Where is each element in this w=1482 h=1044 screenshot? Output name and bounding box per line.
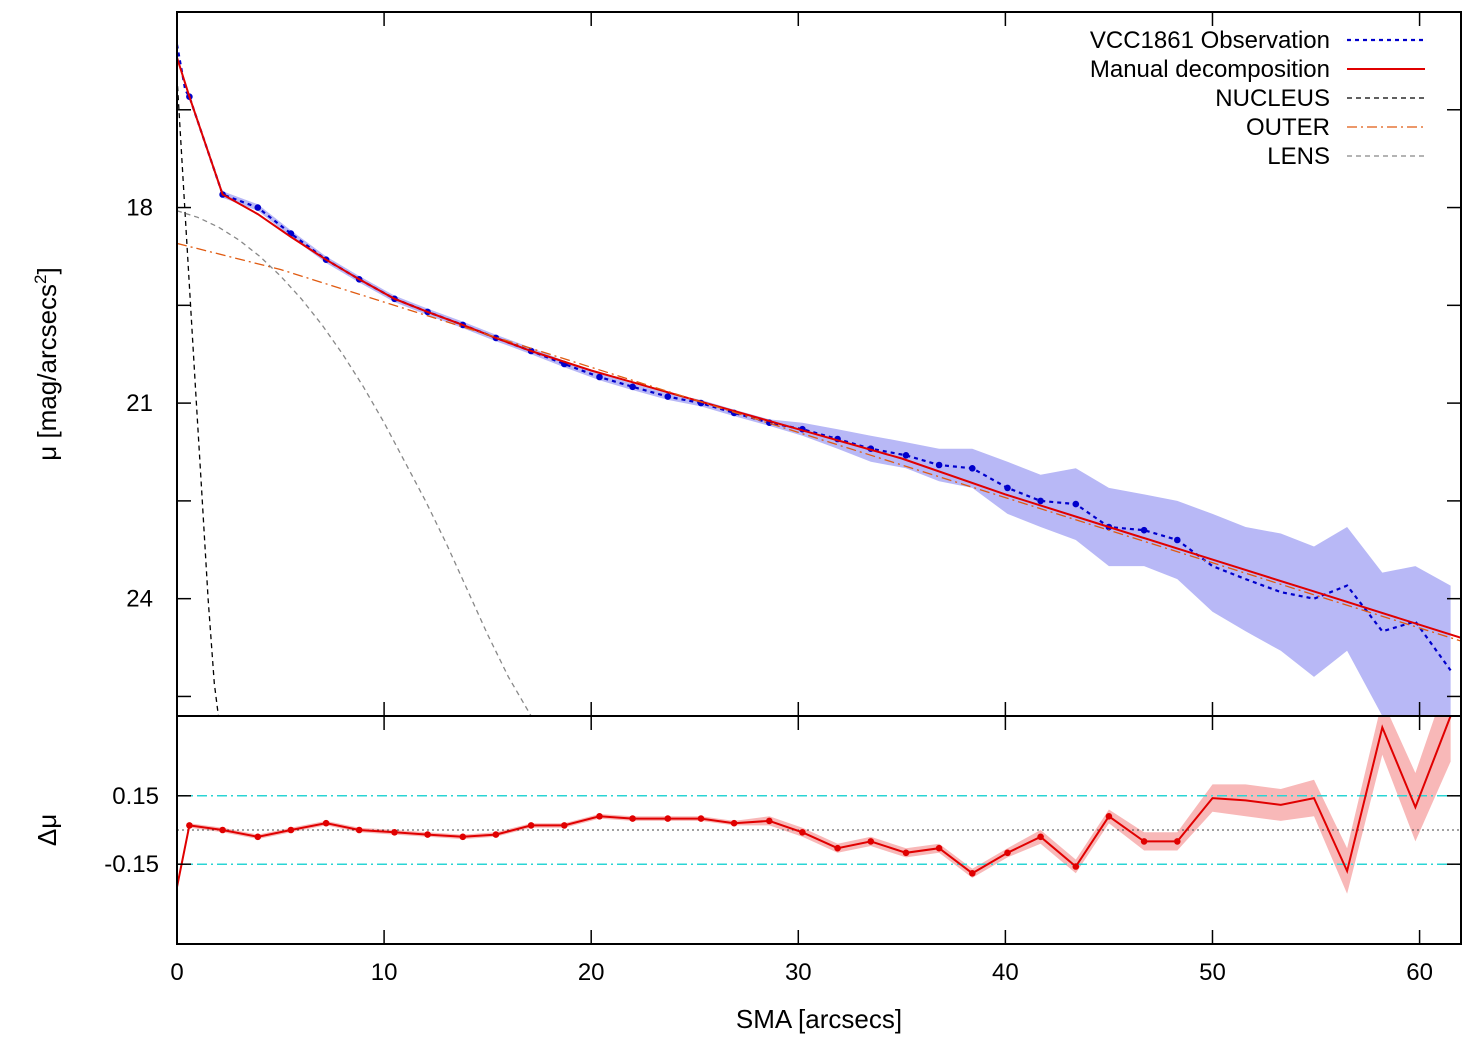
residual-point: [834, 844, 841, 852]
outer-line: [177, 242, 1461, 642]
vcc1861-observation-point: [664, 393, 672, 400]
y-axis-label-profile-main: μ [mag/arcsecs: [32, 284, 62, 461]
residual-point: [1004, 849, 1011, 857]
residual-point: [766, 817, 773, 825]
residual-point: [527, 822, 535, 829]
residual-point: [799, 829, 806, 836]
vcc1861-observation-point: [254, 204, 262, 211]
residual-point: [561, 822, 568, 829]
x-tick-label: 10: [371, 959, 398, 986]
x-tick-label: 60: [1406, 959, 1433, 986]
y-axis-label-residual: Δμ: [32, 814, 62, 846]
residual-point: [287, 826, 295, 834]
y-axis-label-profile-superscript: 2: [31, 274, 50, 283]
residual-point: [1140, 838, 1148, 845]
residual-point: [424, 831, 431, 838]
residual-point: [935, 844, 943, 852]
residual-point: [1105, 813, 1113, 820]
residual-point: [730, 819, 738, 827]
residual-point: [355, 826, 363, 834]
y-tick-label-profile: 21: [126, 390, 153, 417]
residual-point: [391, 829, 398, 836]
residual-point: [254, 833, 262, 841]
profile-series-layer: [177, 44, 1461, 716]
x-tick-label: 30: [785, 959, 812, 986]
x-tick-label: 0: [170, 959, 183, 986]
residual-point: [492, 831, 500, 838]
x-tick-label: 50: [1199, 959, 1226, 986]
vcc1861-observation-point: [1004, 484, 1011, 492]
y-axis-label-profile: μ [mag/arcsecs2]: [31, 267, 62, 461]
residual-series-layer: [177, 716, 1461, 888]
residual-point: [697, 815, 705, 822]
residual-point: [322, 819, 330, 827]
lens-line: [177, 210, 532, 716]
residual-point: [664, 815, 672, 822]
axis-ticks: [176, 12, 1461, 944]
residual-point: [902, 849, 910, 857]
y-tick-label-profile: 18: [126, 195, 153, 222]
y-axis-label-profile-end: ]: [32, 267, 62, 274]
residual-point: [867, 838, 875, 845]
vcc1861-observation-point: [902, 452, 910, 459]
residual-point: [1037, 833, 1044, 841]
vcc1861-observation-point: [629, 383, 636, 391]
legend-label-vcc1861-observation: VCC1861 Observation: [1090, 27, 1330, 54]
legend-label-nucleus: NUCLEUS: [1215, 85, 1330, 112]
vcc1861-observation-point: [969, 465, 976, 472]
legend-label-lens: LENS: [1267, 143, 1330, 170]
x-axis-label: SMA [arcsecs]: [736, 1004, 902, 1034]
vcc1861-observation-point: [1140, 526, 1148, 534]
residual-point: [459, 833, 467, 841]
y-tick-label-residual: 0.15: [112, 783, 159, 810]
axis-tick-labels: 0 10 20 30 40 50 60 18 21 24 0.15 -0.15: [104, 195, 1433, 986]
residual-point: [596, 813, 603, 820]
x-tick-label: 40: [992, 959, 1019, 986]
observation-error-band-layer: [177, 44, 1451, 716]
vcc1861-observation-point: [596, 373, 603, 381]
residual-plot-frame: [176, 715, 1462, 945]
residual-point: [219, 826, 226, 834]
residual-point: [1072, 863, 1080, 870]
manual-decomposition-line: [177, 57, 1461, 639]
plot-frames: [176, 11, 1462, 945]
vcc1861-observation-error-band: [177, 44, 1451, 716]
vcc1861-observation-point: [1174, 536, 1181, 544]
legend-label-outer: OUTER: [1246, 114, 1330, 141]
y-tick-label-profile: 24: [126, 586, 153, 613]
residual-point: [1174, 838, 1181, 845]
legend-label-manual-decomposition: Manual decomposition: [1090, 56, 1330, 83]
vcc1861-observation-point: [935, 461, 943, 469]
residual-point: [629, 815, 636, 822]
residual-point: [969, 870, 976, 877]
y-tick-label-residual: -0.15: [104, 851, 159, 878]
nucleus-line: [177, 77, 220, 716]
x-tick-label: 20: [578, 959, 605, 986]
residual-point: [186, 822, 193, 829]
vcc1861-observation-point: [1072, 500, 1080, 508]
vcc1861-observation-point: [1037, 497, 1044, 505]
